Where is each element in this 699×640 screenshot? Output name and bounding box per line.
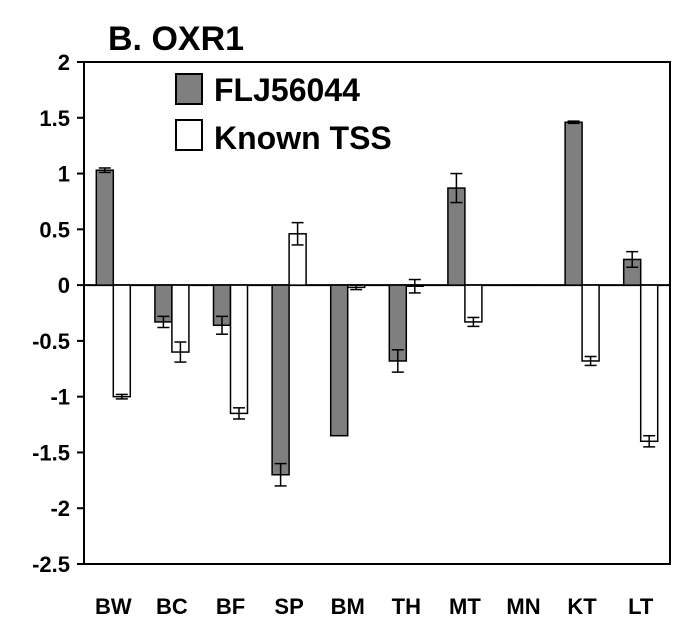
bar-known-tss-mt bbox=[464, 284, 483, 323]
error-bar-flj56044-bc bbox=[157, 315, 170, 329]
bars-group bbox=[95, 120, 659, 487]
x-tick-label: TH bbox=[392, 594, 421, 619]
bar-flj56044-bm bbox=[329, 284, 349, 437]
x-tick-label: MN bbox=[506, 594, 540, 619]
x-tick-label: LT bbox=[628, 594, 654, 619]
bar-flj56044-bw bbox=[95, 169, 115, 286]
bar-flj56044-kt bbox=[564, 121, 583, 286]
plot-area bbox=[83, 61, 671, 565]
bar-known-tss-bf bbox=[229, 284, 249, 415]
error-bar-flj56044-mt bbox=[450, 172, 463, 204]
legend-label-known-tss: Known TSS bbox=[214, 120, 392, 156]
error-bar-known-tss-bw bbox=[115, 393, 128, 400]
y-tick-label: 1.5 bbox=[39, 106, 70, 131]
legend-swatch-known-tss bbox=[175, 119, 203, 151]
bar-known-tss-kt bbox=[581, 284, 600, 362]
error-bar-known-tss-lt bbox=[643, 434, 656, 448]
x-tick-label: BF bbox=[216, 594, 245, 619]
x-axis: BW BC BF SP BM TH MT MN KT LT bbox=[95, 594, 654, 619]
error-bar-flj56044-sp bbox=[274, 462, 287, 487]
error-bar-known-tss-th bbox=[408, 278, 421, 294]
y-tick-label: 2 bbox=[58, 50, 70, 75]
bar-known-tss-lt bbox=[639, 284, 659, 443]
legend: FLJ56044 Known TSS bbox=[175, 72, 392, 156]
chart-title: B. OXR1 bbox=[108, 20, 244, 58]
x-tick-label: BW bbox=[95, 594, 132, 619]
error-bar-flj56044-th bbox=[391, 349, 404, 373]
y-tick-label: 1 bbox=[58, 162, 70, 187]
bar-known-tss-bw bbox=[112, 284, 132, 398]
error-bar-flj56044-kt bbox=[567, 120, 580, 125]
x-tick-label: BC bbox=[156, 594, 188, 619]
y-tick-label: -2 bbox=[50, 496, 70, 521]
error-bar-known-tss-mt bbox=[467, 316, 480, 328]
error-bar-flj56044-lt bbox=[626, 250, 639, 269]
error-bar-flj56044-bf bbox=[216, 315, 228, 335]
legend-label-flj56044: FLJ56044 bbox=[214, 72, 360, 108]
error-bar-known-tss-kt bbox=[584, 355, 597, 367]
x-tick-label: KT bbox=[567, 594, 597, 619]
error-bar-known-tss-bf bbox=[233, 407, 245, 420]
x-tick-label: BM bbox=[331, 594, 365, 619]
y-tick-label: -0.5 bbox=[32, 329, 70, 354]
y-tick-label: -2.5 bbox=[32, 552, 70, 577]
x-tick-label: MT bbox=[449, 594, 481, 619]
error-bar-known-tss-bc bbox=[174, 341, 187, 363]
y-tick-label: -1 bbox=[50, 385, 70, 410]
legend-swatch-flj56044 bbox=[175, 73, 203, 105]
y-tick-label: 0 bbox=[58, 273, 70, 298]
x-tick-label: SP bbox=[274, 594, 303, 619]
error-bar-flj56044-bw bbox=[98, 167, 111, 174]
y-tick-label: -1.5 bbox=[32, 440, 70, 465]
error-bar-known-tss-sp bbox=[291, 221, 304, 246]
y-tick-label: 0.5 bbox=[39, 217, 70, 242]
error-bar-known-tss-bm bbox=[350, 284, 363, 291]
bar-flj56044-sp bbox=[271, 284, 290, 476]
